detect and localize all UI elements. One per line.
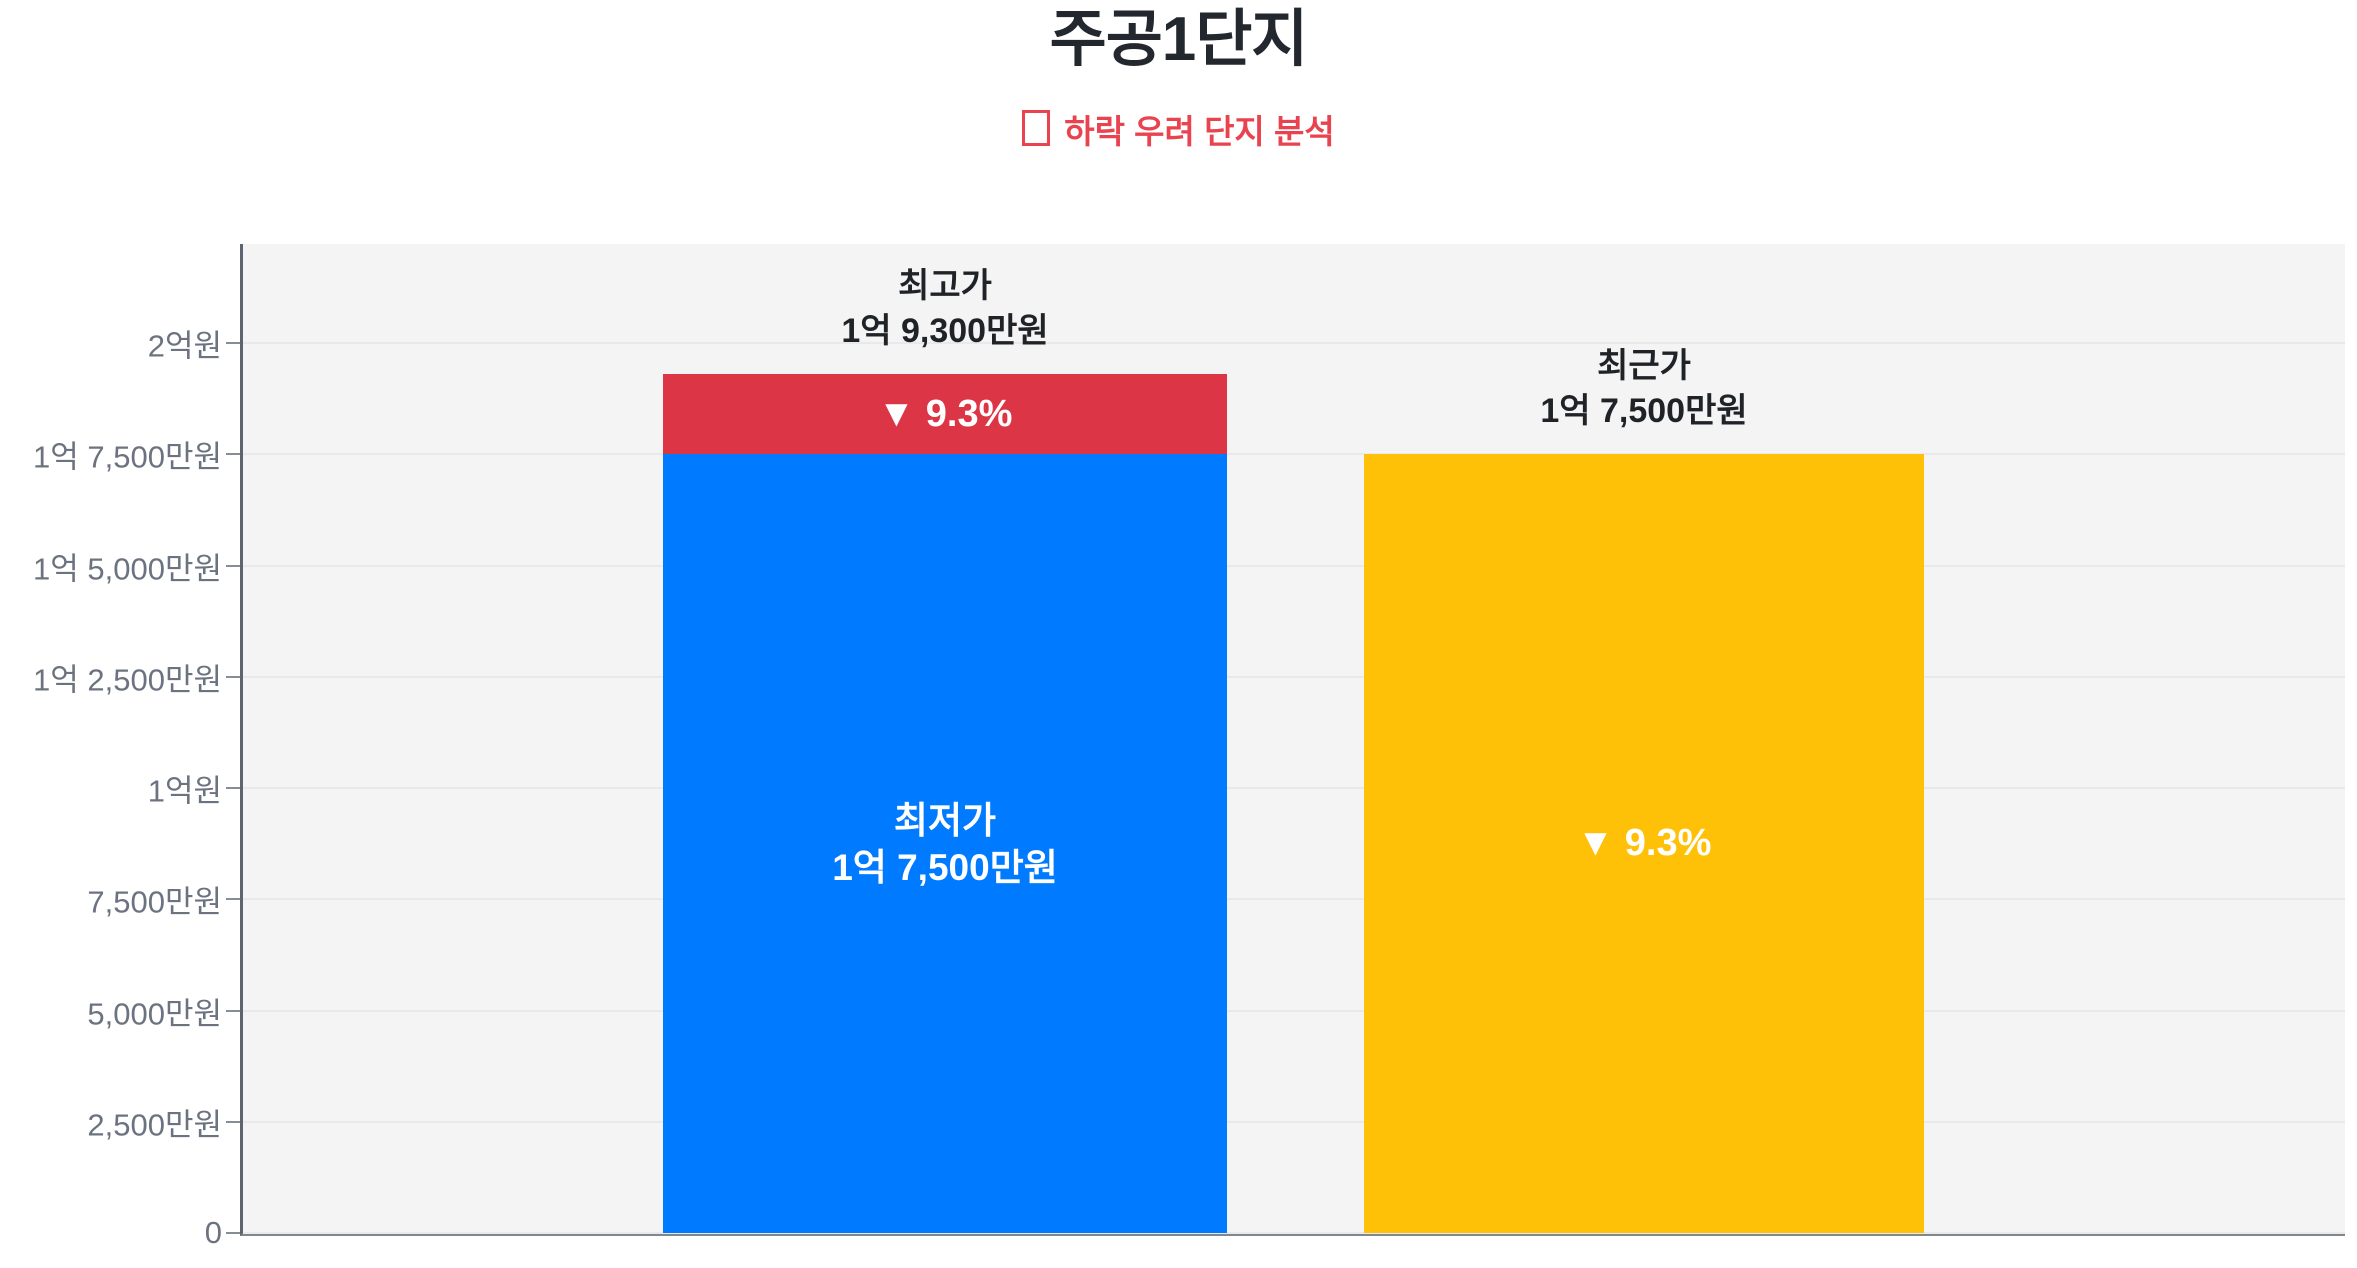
y-axis-tick-label: 7,500만원 (87, 884, 222, 920)
price-drop-label: ▼ 9.3% (877, 392, 1013, 435)
y-axis-tick-label: 0 (204, 1215, 222, 1250)
gridline (243, 898, 2345, 901)
tick-mark (226, 787, 240, 789)
plot-area: 2억원 1억 7,500만원 1억 5,000만원 1억 2,500만원 1억원… (33, 244, 2345, 1250)
y-axis-tick-label: 5,000만원 (87, 996, 222, 1031)
page-title: 주공1단지 (1049, 5, 1309, 74)
y-axis-tick-label: 1억 5,000만원 (33, 551, 222, 586)
subtitle-text: 하락 우려 단지 분석 (1064, 113, 1335, 150)
lowest-price-label: 최저가 1억 7,500만원 (832, 797, 1058, 891)
gridline (243, 342, 2345, 344)
tick-mark (226, 1232, 240, 1234)
bar-highest-top-label: 최고가 1억 9,300만원 (841, 264, 1048, 354)
y-axis-tick-label: 1억원 (147, 773, 222, 809)
tick-mark (226, 675, 240, 678)
gridline (243, 1120, 2345, 1123)
recent-label-line2: 1억 7,500만원 (1540, 392, 1748, 431)
tick-mark (226, 1120, 240, 1123)
lowest-price-label-line2: 1억 7,500만원 (832, 846, 1058, 888)
highest-label-line2: 1억 9,300만원 (841, 312, 1049, 351)
segment-lowest-price: 최저가 1억 7,500만원 (663, 454, 1227, 1233)
recent-drop-label: ▼ 9.3% (1576, 822, 1712, 865)
y-axis-tick-label: 2억원 (147, 328, 222, 364)
recent-label-line1: 최근가 (1597, 347, 1691, 386)
bar-recent-top-label: 최근가 1억 7,500만원 (1540, 344, 1747, 434)
tick-mark (226, 342, 240, 344)
segment-recent-price: ▼ 9.3% (1364, 454, 1924, 1233)
tick-mark (226, 564, 240, 567)
highest-label-line1: 최고가 (898, 267, 992, 306)
segment-price-drop: ▼ 9.3% (663, 374, 1227, 455)
page-subtitle: 하락 우려 단지 분석 (0, 108, 2357, 156)
tick-mark (226, 453, 240, 456)
bar-highest-price: ▼ 9.3% 최저가 1억 7,500만원 (663, 374, 1227, 1233)
tick-mark (226, 1009, 240, 1012)
y-axis-tick-label: 1억 7,500만원 (33, 439, 222, 475)
gridline (243, 675, 2345, 678)
gridline (243, 787, 2345, 789)
gridline (243, 1009, 2345, 1012)
gridline (243, 453, 2345, 456)
tick-mark (226, 898, 240, 901)
gridline (243, 1232, 2345, 1234)
y-axis-tick-label: 2,500만원 (87, 1107, 222, 1143)
gridline (243, 564, 2345, 567)
y-axis-tick-label: 1억 2,500만원 (33, 662, 222, 698)
lowest-price-label-line1: 최저가 (893, 799, 997, 841)
box-icon (1022, 110, 1051, 146)
bar-recent-price: ▼ 9.3% (1364, 454, 1924, 1233)
